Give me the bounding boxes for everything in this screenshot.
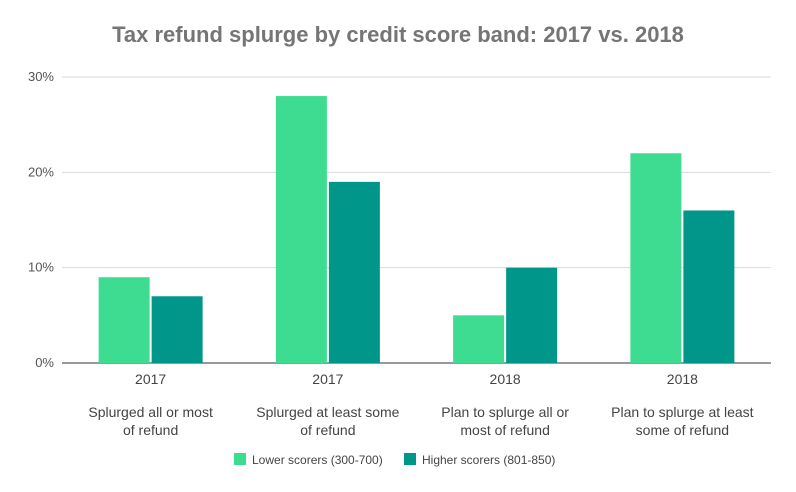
- bar-lower-scorers: [98, 277, 150, 363]
- x-axis-categories: 2017 Splurged all or most of refund 2017 Spl…: [88, 371, 753, 438]
- x-tick-label-year: 2017: [135, 371, 166, 387]
- legend-label: Higher scorers (801-850): [422, 453, 555, 467]
- y-tick-label: 0%: [35, 355, 54, 370]
- bar-higher-scorers: [328, 181, 380, 363]
- bar-higher-scorers: [151, 296, 203, 363]
- y-axis-ticks: 0% 10% 20% 30%: [28, 69, 54, 370]
- y-tick-label: 10%: [28, 260, 54, 275]
- bar-higher-scorers: [683, 210, 735, 363]
- x-tick-label-year: 2018: [490, 371, 521, 387]
- bars: [98, 96, 735, 364]
- x-tick-label-category: Plan to splurge at least: [611, 404, 754, 420]
- legend-label: Lower scorers (300-700): [252, 453, 383, 467]
- legend: Lower scorers (300-700) Higher scorers (8…: [234, 453, 555, 467]
- bar-lower-scorers: [453, 315, 505, 363]
- x-tick-label-category: Splurged all or most: [88, 404, 213, 420]
- x-tick-label-category: most of refund: [460, 422, 550, 438]
- x-tick-label-category: Plan to splurge all or: [441, 404, 569, 420]
- x-tick-label-category: of refund: [300, 422, 355, 438]
- legend-swatch: [234, 453, 246, 465]
- y-tick-label: 20%: [28, 164, 54, 179]
- chart-title: Tax refund splurge by credit score band:…: [112, 22, 684, 47]
- x-tick-label-category: of refund: [123, 422, 178, 438]
- bar-lower-scorers: [275, 96, 327, 364]
- legend-swatch: [404, 453, 416, 465]
- bar-lower-scorers: [630, 153, 682, 363]
- x-tick-label-year: 2018: [667, 371, 698, 387]
- x-tick-label-year: 2017: [312, 371, 343, 387]
- y-tick-label: 30%: [28, 69, 54, 84]
- x-tick-label-category: Splurged at least some: [256, 404, 399, 420]
- x-tick-label-category: some of refund: [636, 422, 729, 438]
- bar-higher-scorers: [506, 267, 558, 363]
